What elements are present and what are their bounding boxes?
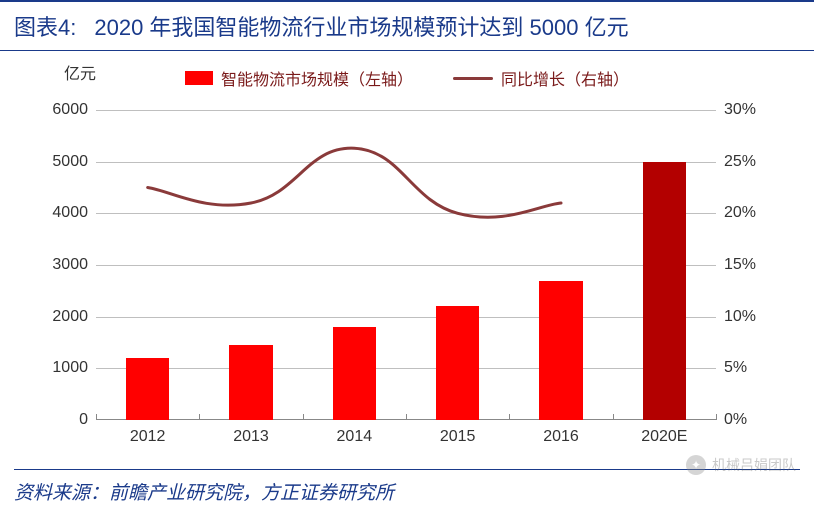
x-tick-label: 2015 — [440, 428, 476, 446]
y-right-tick-label: 15% — [724, 256, 784, 274]
y-left-tick-label: 1000 — [28, 359, 88, 377]
legend-line-label: 同比增长（右轴） — [501, 66, 629, 90]
legend-bar-label: 智能物流市场规模（左轴） — [221, 66, 413, 90]
wechat-icon: ✦ — [686, 455, 706, 475]
watermark-text: 机械吕娟团队 — [712, 455, 796, 475]
y-left-tick-label: 2000 — [28, 308, 88, 326]
x-tick-label: 2016 — [543, 428, 579, 446]
legend-item-line: 同比增长（右轴） — [453, 66, 629, 90]
y-left-tick-label: 6000 — [28, 101, 88, 119]
legend-item-bar: 智能物流市场规模（左轴） — [185, 66, 413, 90]
y-left-tick-label: 5000 — [28, 153, 88, 171]
chart-area: 01000200030004000500060000%5%10%15%20%25… — [96, 110, 716, 420]
y-left-tick-label: 4000 — [28, 204, 88, 222]
y-left-tick-label: 3000 — [28, 256, 88, 274]
watermark: ✦ 机械吕娟团队 — [686, 455, 796, 475]
x-tick-label: 2014 — [337, 428, 373, 446]
x-tick — [716, 414, 717, 420]
title-prefix: 图表4: — [14, 10, 76, 42]
x-tick-label: 2012 — [130, 428, 166, 446]
y-right-tick-label: 25% — [724, 153, 784, 171]
chart-title-bar: 图表4: 2020 年我国智能物流行业市场规模预计达到 5000 亿元 — [0, 0, 814, 51]
legend-swatch-bar — [185, 71, 213, 85]
title-text: 2020 年我国智能物流行业市场规模预计达到 5000 亿元 — [94, 10, 628, 42]
x-tick-label: 2013 — [233, 428, 269, 446]
y-left-tick-label: 0 — [28, 411, 88, 429]
y-right-tick-label: 0% — [724, 411, 784, 429]
y-right-tick-label: 20% — [724, 204, 784, 222]
y-right-tick-label: 10% — [724, 308, 784, 326]
legend-swatch-line — [453, 77, 493, 80]
growth-line — [96, 110, 716, 420]
y-right-tick-label: 30% — [724, 101, 784, 119]
y-right-tick-label: 5% — [724, 359, 784, 377]
legend: 智能物流市场规模（左轴） 同比增长（右轴） — [0, 66, 814, 90]
source-text: 资料来源：前瞻产业研究院，方正证券研究所 — [14, 469, 800, 505]
x-tick-label: 2020E — [641, 428, 687, 446]
chart-container: 图表4: 2020 年我国智能物流行业市场规模预计达到 5000 亿元 亿元 智… — [0, 0, 814, 515]
